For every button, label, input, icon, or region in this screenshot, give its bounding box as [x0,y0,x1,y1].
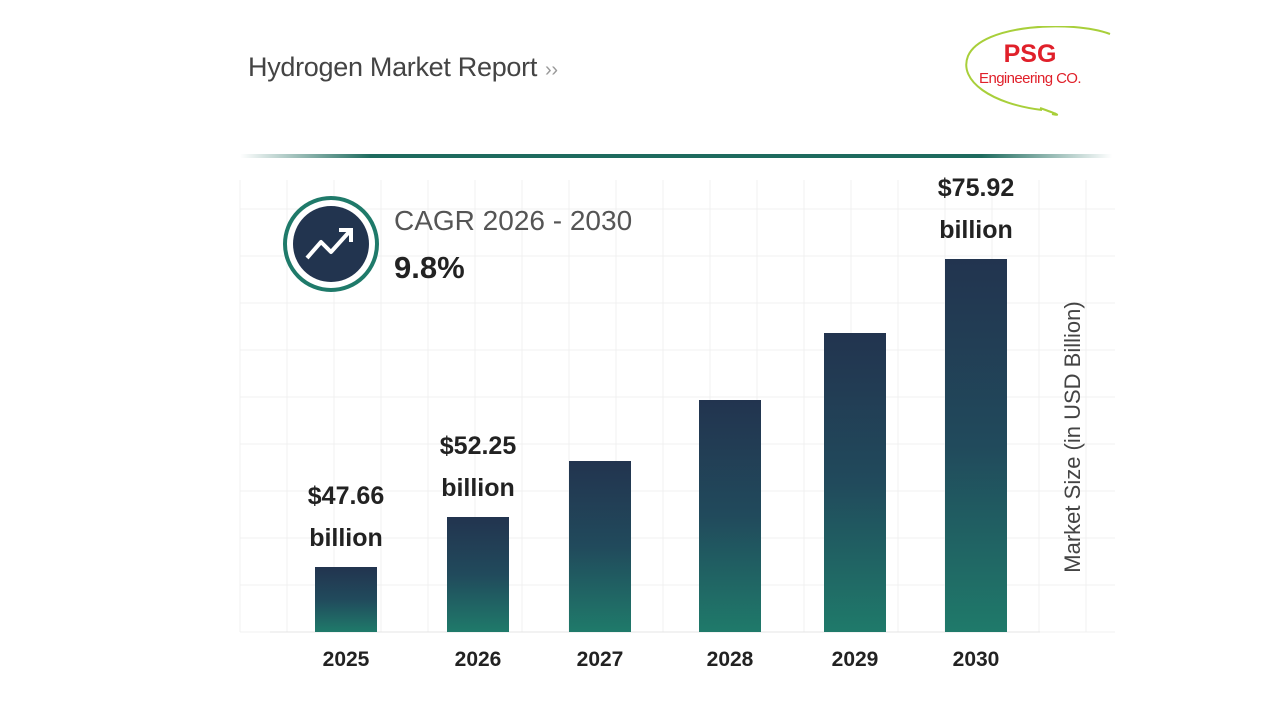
bar-2028 [699,399,761,632]
x-tick-label: 2027 [576,648,624,671]
bar-2029 [824,332,886,632]
psg-logo: PSG Engineering CO. [962,26,1112,118]
x-tick-label: 2030 [952,648,1000,671]
logo-swoosh-icon [965,26,1111,116]
data-label: $47.66 billion [307,482,385,553]
x-tick-label: 2026 [454,648,502,671]
bar-2026 [447,517,509,632]
cagr-value: 9.8% [394,250,465,285]
page-title: Hydrogen Market Report ›› [248,52,558,83]
data-label: $75.92 billion [937,174,1015,244]
bar-2027 [569,461,631,632]
y-axis-label: Market Size (in USD Billion) [1060,301,1085,573]
bar-2025 [315,567,377,632]
data-label: $52.25 billion [439,432,517,502]
header-divider [240,154,1112,158]
x-tick-label: 2025 [322,648,370,671]
cagr-label: CAGR 2026 - 2030 [394,205,633,236]
bar-2030 [945,259,1007,632]
title-text: Hydrogen Market Report [248,52,538,82]
logo-psg: PSG [1003,40,1057,68]
x-tick-label: 2029 [831,648,879,671]
double-chevron-icon: ›› [545,59,558,81]
x-tick-label: 2028 [706,648,754,671]
trending-up-icon [283,196,379,292]
logo-engineering: Engineering CO. [979,70,1082,87]
